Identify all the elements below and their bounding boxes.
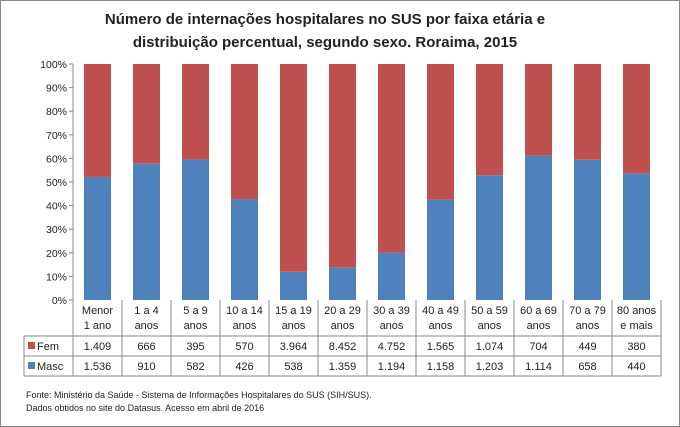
category-label: anos	[282, 320, 306, 332]
y-tick-label: 50%	[46, 177, 67, 189]
y-tick-label: 80%	[46, 106, 67, 118]
y-tick-label: 0%	[52, 295, 67, 307]
y-tick-label: 90%	[46, 83, 67, 95]
category-label: 30 a 39	[373, 305, 410, 317]
category-label: anos	[527, 320, 551, 332]
bar-masc	[623, 173, 650, 300]
category-label: anos	[135, 320, 159, 332]
category-label: 20 a 29	[324, 305, 361, 317]
masc-value: 658	[578, 361, 596, 373]
masc-value: 910	[137, 361, 155, 373]
fem-value: 1.409	[84, 341, 112, 353]
bar-masc	[231, 199, 258, 300]
bar-fem	[476, 64, 503, 176]
category-label: 60 a 69	[520, 305, 557, 317]
category-label: 40 a 49	[422, 305, 459, 317]
y-tick-label: 10%	[46, 271, 67, 283]
bar-masc	[427, 199, 454, 300]
bar-masc	[476, 175, 503, 300]
category-label: anos	[380, 320, 404, 332]
bar-fem	[133, 64, 160, 164]
masc-value: 1.194	[378, 361, 406, 373]
category-label: anos	[576, 320, 600, 332]
category-label: 80 anos	[617, 305, 657, 317]
category-label: anos	[429, 320, 453, 332]
category-label: anos	[478, 320, 502, 332]
y-tick-label: 40%	[46, 201, 67, 213]
bar-masc	[525, 155, 552, 300]
source-line-2: Dados obtidos no site do Datasus. Acesso…	[26, 403, 264, 413]
bar-fem	[84, 64, 111, 177]
masc-value: 440	[627, 361, 645, 373]
fem-value: 3.964	[280, 341, 308, 353]
bar-fem	[329, 64, 356, 268]
bar-fem	[182, 64, 209, 160]
category-label: e mais	[620, 320, 653, 332]
fem-value: 8.452	[329, 341, 357, 353]
category-label: 10 a 14	[226, 305, 263, 317]
masc-value: 1.359	[329, 361, 357, 373]
bar-fem	[280, 64, 307, 272]
bar-masc	[574, 159, 601, 300]
bar-masc	[84, 176, 111, 300]
bar-masc	[182, 159, 209, 300]
fem-value: 449	[578, 341, 596, 353]
category-label: anos	[233, 320, 257, 332]
masc-value: 1.158	[427, 361, 455, 373]
fem-value: 1.565	[427, 341, 455, 353]
bar-masc	[329, 267, 356, 300]
category-label: 1 ano	[84, 320, 112, 332]
category-label: Menor	[82, 305, 114, 317]
fem-value: 666	[137, 341, 155, 353]
fem-value: 570	[235, 341, 253, 353]
legend-masc-label: Masc	[37, 361, 64, 373]
bar-fem	[231, 64, 258, 200]
y-tick-label: 60%	[46, 153, 67, 165]
masc-value: 1.536	[84, 361, 112, 373]
fem-value: 1.074	[476, 341, 504, 353]
y-tick-label: 100%	[40, 59, 67, 71]
chart-title-line-2: distribuição percentual, segundo sexo. R…	[133, 34, 517, 51]
masc-value: 538	[284, 361, 302, 373]
legend-fem-swatch	[28, 342, 35, 349]
category-label: 1 a 4	[134, 305, 158, 317]
legend-fem-label: Fem	[37, 341, 59, 353]
masc-value: 1.203	[476, 361, 504, 373]
bar-fem	[574, 64, 601, 160]
fem-value: 4.752	[378, 341, 406, 353]
chart-title-line-1: Número de internações hospitalares no SU…	[105, 11, 545, 28]
masc-value: 1.114	[525, 361, 552, 373]
category-label: anos	[184, 320, 208, 332]
bar-masc	[133, 163, 160, 300]
y-tick-label: 30%	[46, 224, 67, 236]
bar-fem	[427, 64, 454, 200]
bar-fem	[623, 64, 650, 174]
bar-fem	[525, 64, 552, 156]
masc-value: 582	[186, 361, 204, 373]
masc-value: 426	[235, 361, 253, 373]
y-tick-label: 70%	[46, 130, 67, 142]
fem-value: 704	[529, 341, 547, 353]
fem-value: 395	[186, 341, 204, 353]
source-line-1: Fonte: Ministério da Saúde - Sistema de …	[26, 390, 372, 400]
bar-masc	[280, 271, 307, 300]
fem-value: 380	[627, 341, 645, 353]
category-label: 15 a 19	[275, 305, 312, 317]
category-label: anos	[331, 320, 355, 332]
category-label: 70 a 79	[569, 305, 606, 317]
legend-masc-swatch	[28, 362, 35, 369]
category-label: 5 a 9	[183, 305, 207, 317]
category-label: 50 a 59	[471, 305, 508, 317]
bar-masc	[378, 252, 405, 300]
bar-fem	[378, 64, 405, 253]
y-tick-label: 20%	[46, 248, 67, 260]
